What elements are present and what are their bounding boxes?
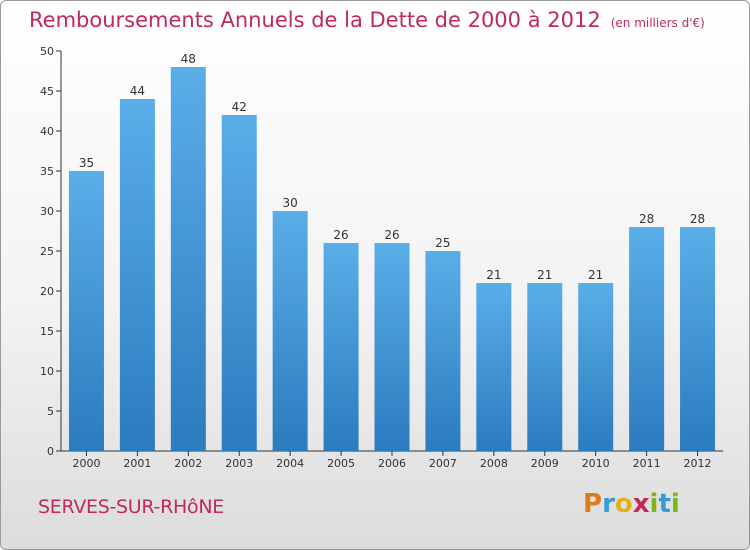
logo-letter: x (632, 489, 650, 519)
chart-title: Remboursements Annuels de la Dette de 20… (29, 8, 705, 32)
y-tick-label: 10 (40, 365, 54, 378)
y-tick-label: 5 (47, 405, 54, 418)
x-tick-label-2010: 2010 (582, 457, 610, 470)
x-tick-label-2009: 2009 (531, 457, 559, 470)
commune-name: SERVES-SUR-RHôNE (38, 496, 224, 518)
bar-2000 (68, 171, 104, 451)
y-tick-label: 45 (40, 85, 54, 98)
y-tick-label: 40 (40, 125, 54, 138)
chart-subtitle: (en milliers d'€) (610, 16, 705, 30)
x-tick-label-2007: 2007 (429, 457, 457, 470)
x-tick-label-2004: 2004 (276, 457, 304, 470)
value-labels: 35 44 48 42 30 26 26 25 21 21 21 28 28 (79, 52, 705, 282)
y-tick-label: 50 (40, 45, 54, 58)
y-tick-label: 30 (40, 205, 54, 218)
logo-letter: o (614, 489, 633, 519)
x-tick-label-2006: 2006 (378, 457, 406, 470)
x-tick-label-2001: 2001 (123, 457, 151, 470)
bars (68, 67, 716, 451)
bar-2012 (680, 227, 716, 451)
x-tick-label-2012: 2012 (684, 457, 712, 470)
value-label-2006: 26 (384, 228, 399, 242)
title-text: Remboursements Annuels de la Dette de 20… (29, 8, 601, 32)
axes: 0 5 10 15 20 25 30 35 40 45 50 2000 2001 2002 2003 2004… (40, 45, 723, 470)
y-tick-label: 0 (47, 445, 54, 458)
x-tick-label-2011: 2011 (633, 457, 661, 470)
value-label-2011: 28 (639, 212, 654, 226)
bar-2007 (425, 251, 461, 451)
bar-2001 (119, 99, 155, 451)
bar-2010 (578, 283, 614, 451)
value-label-2003: 42 (232, 100, 247, 114)
value-label-2001: 44 (130, 84, 145, 98)
logo-letter: P (583, 489, 603, 519)
value-label-2007: 25 (435, 236, 450, 250)
bar-2004 (272, 211, 308, 451)
y-tick-label: 35 (40, 165, 54, 178)
x-tick-label-2008: 2008 (480, 457, 508, 470)
x-tick-label-2003: 2003 (225, 457, 253, 470)
x-tick-label-2005: 2005 (327, 457, 355, 470)
bar-2003 (221, 115, 257, 451)
bar-2002 (170, 67, 206, 451)
y-tick-label: 20 (40, 285, 54, 298)
bar-2009 (527, 283, 563, 451)
value-label-2008: 21 (486, 268, 501, 282)
bar-2006 (374, 243, 410, 451)
x-tick-label-2002: 2002 (174, 457, 202, 470)
y-tick-label: 15 (40, 325, 54, 338)
value-label-2000: 35 (79, 156, 94, 170)
value-label-2005: 26 (333, 228, 348, 242)
value-label-2012: 28 (690, 212, 705, 226)
bar-2011 (629, 227, 665, 451)
bar-2008 (476, 283, 512, 451)
bar-2005 (323, 243, 359, 451)
logo-letter: r (602, 489, 615, 519)
x-tick-label-2000: 2000 (72, 457, 100, 470)
value-label-2009: 21 (537, 268, 552, 282)
value-label-2002: 48 (181, 52, 196, 66)
logo-letter: i (649, 489, 659, 519)
value-label-2010: 21 (588, 268, 603, 282)
value-label-2004: 30 (283, 196, 298, 210)
proxiti-logo: Proxiti (583, 489, 680, 519)
y-tick-label: 25 (40, 245, 54, 258)
logo-letter: t (658, 489, 671, 519)
logo-letter: i (670, 489, 680, 519)
